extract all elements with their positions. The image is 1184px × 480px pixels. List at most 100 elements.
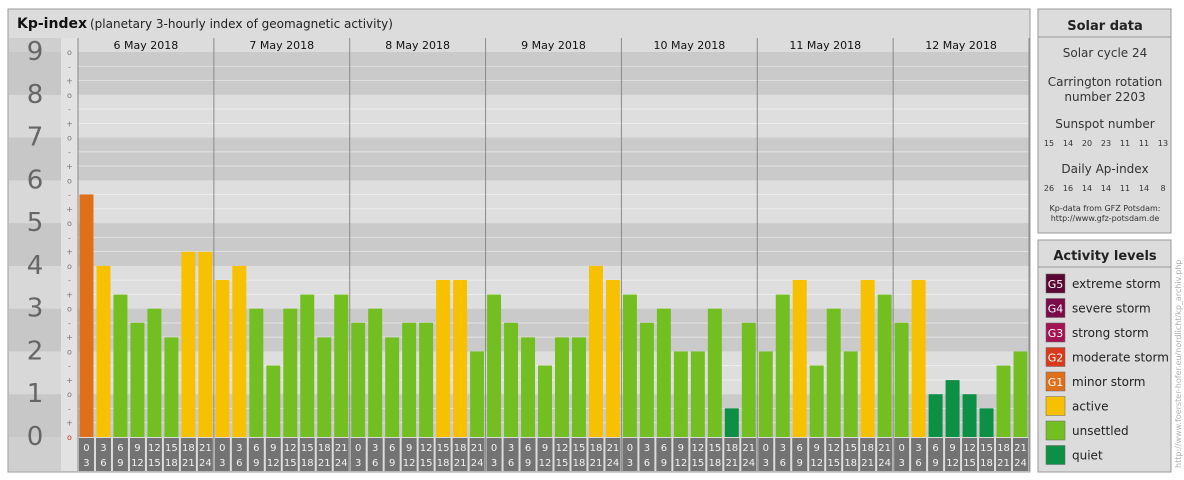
kp-bar <box>555 337 569 437</box>
interval-cell <box>928 438 944 471</box>
interval-cell <box>758 438 774 471</box>
interval-cell <box>452 438 468 471</box>
interval-cell <box>962 438 978 471</box>
kp-bar <box>809 365 824 437</box>
interval-cell <box>979 438 995 471</box>
interval-cell <box>537 438 553 471</box>
interval-end-label: 9 <box>525 458 531 469</box>
legend-swatch <box>1045 298 1066 318</box>
interval-start-label: 12 <box>827 443 840 454</box>
interval-end-label: 12 <box>539 458 552 469</box>
legend-swatch <box>1045 347 1066 367</box>
interval-end-label: 18 <box>301 458 314 469</box>
interval-end-label: 24 <box>335 458 348 469</box>
interval-end-label: 6 <box>236 458 242 469</box>
sunspot-label: Sunspot number <box>1055 117 1154 131</box>
kp-bar <box>656 308 671 437</box>
y-subtick-mark: - <box>68 148 71 157</box>
legend-label: moderate storm <box>1072 351 1169 365</box>
interval-start-label: 21 <box>335 443 348 454</box>
day-label: 6 May 2018 <box>114 39 179 52</box>
sunspot-value: 23 <box>1101 139 1111 148</box>
y-tick-label: 8 <box>27 80 44 110</box>
y-axis: 0 1 2 3 4 5 6 7 8 9 o + o + - o + - o + - o + - o + - o + - o + - o + - o - <box>9 37 78 471</box>
interval-start-label: 18 <box>182 443 195 454</box>
y-subtick-mark: o <box>67 48 72 57</box>
kp-bar <box>470 351 485 437</box>
legend-badge: G1 <box>1048 376 1064 389</box>
interval-start-label: 9 <box>949 443 955 454</box>
y-axis-band <box>9 308 61 352</box>
interval-end-label: 6 <box>644 458 650 469</box>
interval-start-label: 12 <box>420 443 433 454</box>
interval-end-label: 3 <box>763 458 769 469</box>
interval-cell <box>197 438 213 471</box>
y-subtick-mark: + <box>66 376 73 385</box>
interval-cell <box>401 438 417 471</box>
interval-start-label: 3 <box>372 443 378 454</box>
interval-end-label: 12 <box>810 458 823 469</box>
kp-bar <box>521 337 536 437</box>
interval-cell <box>333 438 349 471</box>
legend-swatch <box>1045 273 1066 294</box>
y-subtick-mark: o <box>67 219 72 228</box>
interval-cell <box>945 438 961 471</box>
y-tick-label: 7 <box>27 123 44 153</box>
interval-start-label: 15 <box>573 443 586 454</box>
day-label: 9 May 2018 <box>521 39 586 52</box>
kp-bar <box>538 365 552 437</box>
legend-swatch <box>1045 322 1066 343</box>
interval-start-label: 21 <box>1014 443 1027 454</box>
interval-cell <box>605 438 621 471</box>
legend-item: G5 extreme storm <box>1045 273 1161 294</box>
interval-end-label: 9 <box>117 458 123 469</box>
interval-end-label: 12 <box>946 458 959 469</box>
kp-bar <box>504 322 519 437</box>
interval-cell <box>282 438 298 471</box>
day-header-strip <box>78 38 1029 52</box>
interval-start-label: 6 <box>525 443 531 454</box>
interval-start-label: 3 <box>780 443 786 454</box>
interval-cell <box>350 438 366 471</box>
interval-start-label: 0 <box>219 443 225 454</box>
interval-end-label: 15 <box>284 458 297 469</box>
interval-start-label: 15 <box>844 443 857 454</box>
interval-end-label: 15 <box>420 458 433 469</box>
interval-cell <box>571 438 587 471</box>
y-subtick-mark: + <box>66 290 73 299</box>
day-headers: 6 May 2018 7 May 2018 8 May 2018 9 May 2018… <box>77 38 1030 52</box>
y-axis-band <box>9 394 61 437</box>
kp-bar <box>300 294 315 437</box>
y-subtick-mark: o <box>67 134 72 143</box>
legend-label: severe storm <box>1072 302 1151 316</box>
kp-bar <box>453 280 468 437</box>
interval-start-label: 9 <box>134 443 140 454</box>
kp-bar <box>945 380 960 437</box>
legend-swatch <box>1045 445 1066 465</box>
interval-start-label: 18 <box>590 443 603 454</box>
sunspot-value: 20 <box>1082 139 1092 148</box>
interval-start-label: 15 <box>708 443 721 454</box>
kp-bar <box>130 322 145 437</box>
kp-bar <box>96 265 111 437</box>
sunspot-value: 11 <box>1139 139 1149 148</box>
interval-cell <box>690 438 706 471</box>
interval-end-label: 24 <box>1014 458 1027 469</box>
legend-label: extreme storm <box>1072 277 1161 291</box>
sunspot-value: 13 <box>1158 139 1168 148</box>
interval-end-label: 24 <box>471 458 484 469</box>
y-subtick-mark: o <box>67 91 72 100</box>
kp-bar <box>860 280 875 437</box>
plot-band <box>78 223 1029 266</box>
interval-end-label: 6 <box>372 458 378 469</box>
interval-cell <box>146 438 162 471</box>
interval-start-label: 15 <box>437 443 450 454</box>
kp-bar <box>164 337 179 437</box>
interval-cell <box>911 438 927 471</box>
interval-start-label: 12 <box>691 443 704 454</box>
ap-values: 26 16 14 14 11 14 8 <box>1044 184 1166 193</box>
interval-cell <box>435 438 451 471</box>
interval-start-label: 6 <box>932 443 938 454</box>
interval-end-label: 18 <box>708 458 721 469</box>
interval-start-label: 6 <box>661 443 667 454</box>
